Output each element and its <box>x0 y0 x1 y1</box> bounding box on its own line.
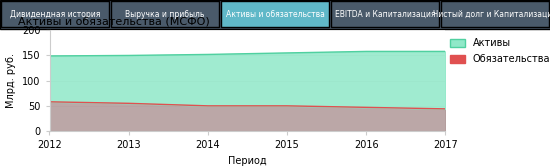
Text: Активы и обязательства: Активы и обязательства <box>226 10 324 19</box>
FancyBboxPatch shape <box>441 2 549 27</box>
FancyBboxPatch shape <box>221 2 329 27</box>
Y-axis label: Млрд. руб.: Млрд. руб. <box>7 53 16 108</box>
FancyBboxPatch shape <box>331 2 439 27</box>
X-axis label: Период: Период <box>228 156 267 166</box>
FancyBboxPatch shape <box>111 2 219 27</box>
Text: Активы и обязательства (МСФО): Активы и обязательства (МСФО) <box>18 17 210 27</box>
Legend: Активы, Обязательства: Активы, Обязательства <box>450 38 550 64</box>
Text: EBITDA и Капитализация: EBITDA и Капитализация <box>335 10 435 19</box>
FancyBboxPatch shape <box>0 0 550 29</box>
FancyBboxPatch shape <box>1 2 109 27</box>
Text: Выручка и прибыль: Выручка и прибыль <box>125 10 205 19</box>
Text: Чистый долг и Капитализация: Чистый долг и Капитализация <box>433 10 550 19</box>
Text: Дивидендная история: Дивидендная история <box>10 10 100 19</box>
